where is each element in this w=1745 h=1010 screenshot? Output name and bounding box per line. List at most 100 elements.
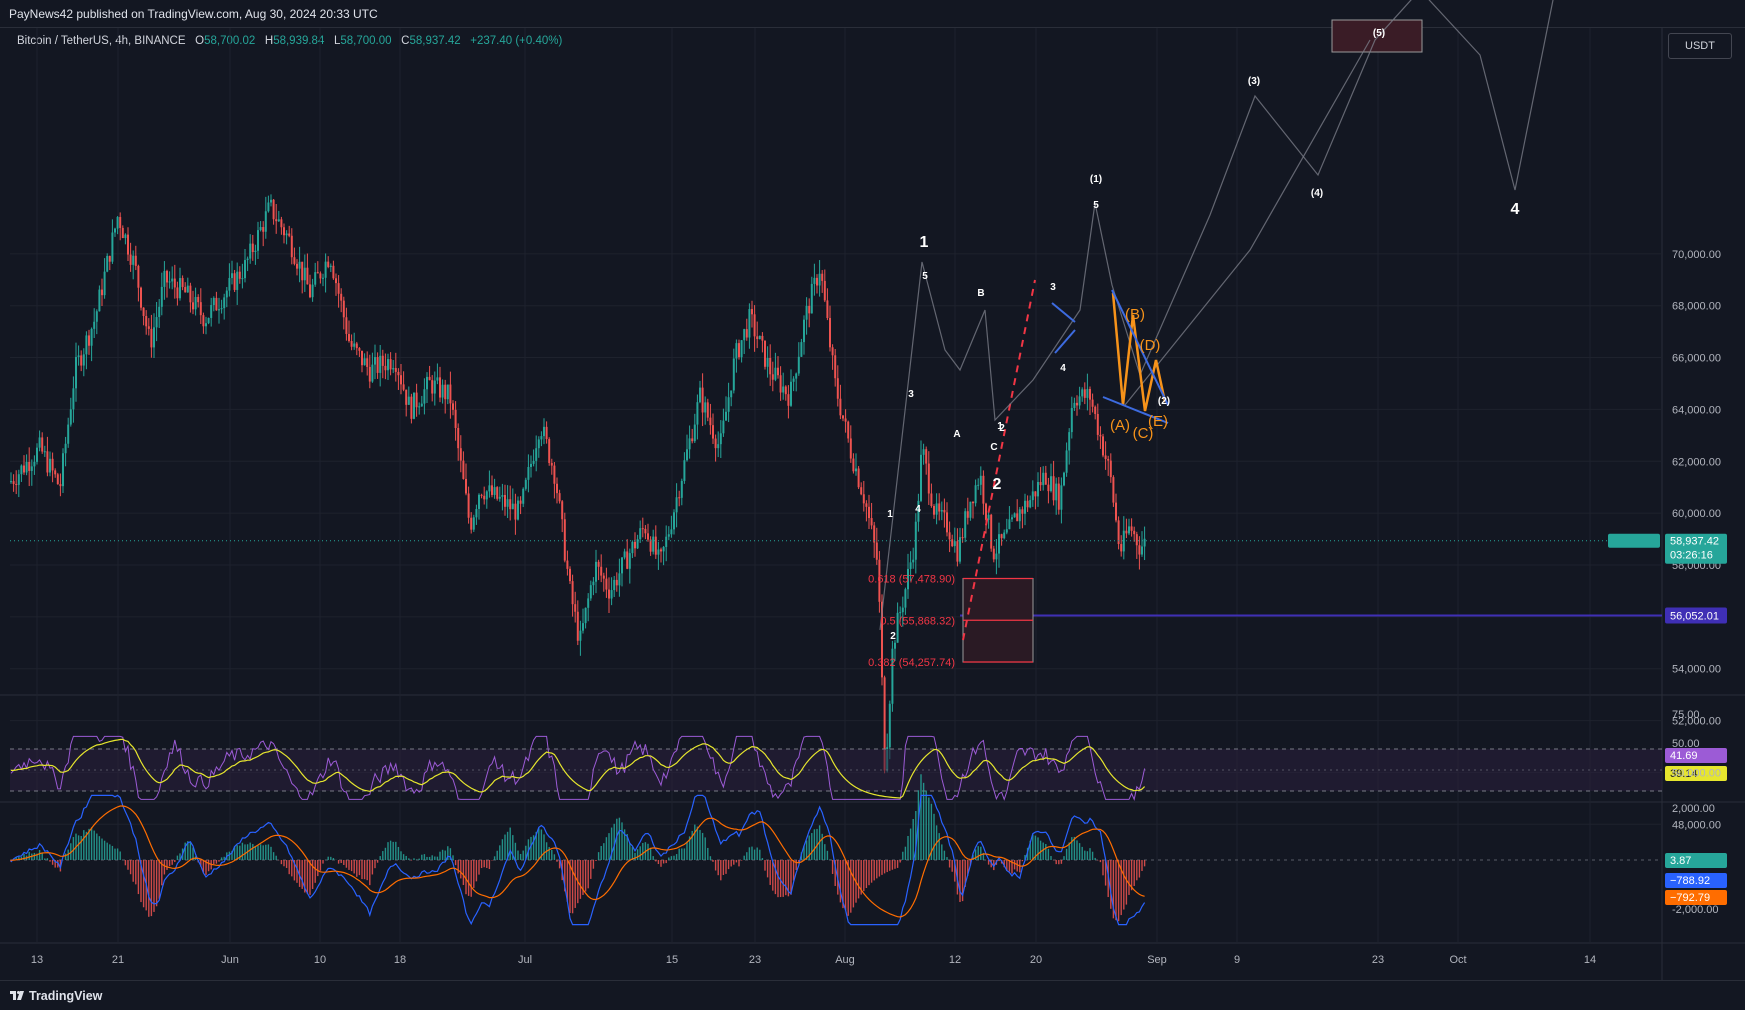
candle-body: [111, 232, 114, 262]
time-tick-label: Sep: [1147, 954, 1167, 966]
footer-bar: TradingView: [0, 980, 1745, 1010]
candle-body: [171, 278, 174, 282]
candle-body: [803, 319, 805, 343]
candle-body: [961, 537, 964, 539]
candle-body: [1104, 455, 1107, 459]
candle-body: [545, 426, 548, 440]
macd-histogram-value: 3.87: [1670, 855, 1691, 867]
candle-body: [1107, 458, 1110, 461]
candle-body: [441, 384, 444, 398]
candle-body: [160, 286, 163, 307]
candle-body: [901, 607, 904, 613]
candle-body: [15, 483, 18, 485]
candle-body: [189, 285, 192, 303]
candle-body: [17, 474, 20, 485]
tradingview-logo[interactable]: TradingView: [10, 989, 102, 1003]
candle-body: [465, 478, 467, 494]
candle-body: [413, 392, 415, 419]
candle-body: [218, 309, 220, 311]
candle-body: [225, 290, 228, 298]
candle-body: [519, 500, 522, 504]
target-zone: [1331, 19, 1423, 53]
candle-body: [1089, 389, 1091, 400]
currency-button[interactable]: USDT: [1668, 33, 1732, 59]
symbol-name[interactable]: Bitcoin / TetherUS, 4h, BINANCE: [17, 35, 186, 47]
candle-body: [72, 388, 75, 410]
candle-body: [322, 277, 324, 279]
candle-body: [839, 398, 842, 416]
candle-body: [904, 589, 907, 608]
candle-body: [488, 485, 491, 492]
wave-major-label: 2: [993, 476, 1002, 493]
candle-body: [186, 285, 189, 293]
time-axis[interactable]: 13 21 Jun 10 18 Jul 15 23 Aug 12 20 Sep 9 23 Oct 14: [31, 954, 1596, 966]
candle-body: [212, 297, 215, 305]
candle-body: [249, 243, 252, 259]
candle-body: [576, 611, 579, 641]
candle-body: [496, 487, 499, 499]
candle-body: [1003, 532, 1006, 539]
candle-body: [514, 503, 517, 520]
candle-body: [329, 265, 332, 267]
candle-body: [595, 561, 597, 582]
candle-body: [127, 234, 129, 255]
candle-body: [402, 384, 405, 390]
candle-body: [1008, 519, 1011, 530]
macd-level-label: 2,000.00: [1672, 803, 1715, 815]
candle-body: [163, 270, 166, 287]
candle-body: [1091, 399, 1094, 407]
candle-body: [446, 384, 449, 400]
candle-body: [857, 468, 860, 488]
candle-body: [314, 272, 317, 285]
wave-labels: 0.618 (57,478.90) 0.5 (55,868.32) 0.382 (5…: [868, 28, 1656, 669]
wave-major-label: 4: [1511, 201, 1520, 218]
candle-body: [101, 289, 103, 296]
candle-body: [579, 630, 582, 641]
wave-minor-label: 2: [890, 631, 896, 642]
candle-body: [470, 517, 473, 530]
candle-body: [246, 258, 249, 261]
candle-body: [439, 377, 441, 398]
candle-body: [142, 307, 145, 316]
candle-body: [636, 539, 639, 549]
candle-body: [878, 559, 881, 602]
wave-bracket-label: (3): [1248, 76, 1260, 87]
candle-body: [998, 534, 1000, 554]
candle-body: [491, 485, 493, 495]
candle-body: [751, 309, 753, 315]
candle-body: [194, 296, 197, 310]
candle-body: [795, 373, 798, 379]
candle-body: [537, 439, 540, 449]
candle-body: [103, 271, 106, 296]
rsi-value-badge: [1665, 748, 1727, 763]
candle-body: [732, 358, 735, 391]
candle-series: [10, 194, 1146, 774]
candle-body: [153, 327, 155, 348]
candle-body: [722, 420, 725, 434]
candle-body: [1070, 407, 1073, 433]
candle-body: [969, 501, 972, 518]
candle-body: [501, 494, 504, 497]
candle-body: [992, 548, 995, 560]
candle-body: [368, 366, 371, 382]
candle-body: [275, 219, 278, 222]
candle-body: [927, 463, 930, 494]
price-axis[interactable]: 48,000.00 50,000.00 52,000.00 54,000.00 56,0…: [1608, 249, 1727, 831]
candle-body: [665, 536, 668, 547]
candle-body: [569, 568, 571, 582]
candle-body: [145, 315, 148, 327]
candle-body: [301, 261, 304, 281]
candle-body: [1000, 534, 1003, 539]
candle-body: [1143, 538, 1146, 547]
candle-body: [28, 461, 31, 471]
trend-dashed-line: [962, 279, 1036, 641]
candle-body: [1135, 534, 1138, 546]
candle-body: [704, 402, 707, 413]
candle-body: [59, 484, 62, 487]
candle-body: [909, 562, 912, 569]
candle-body: [431, 380, 434, 394]
wave-minor-label: 5: [1093, 200, 1099, 211]
candle-body: [654, 536, 657, 555]
candle-body: [667, 534, 670, 537]
